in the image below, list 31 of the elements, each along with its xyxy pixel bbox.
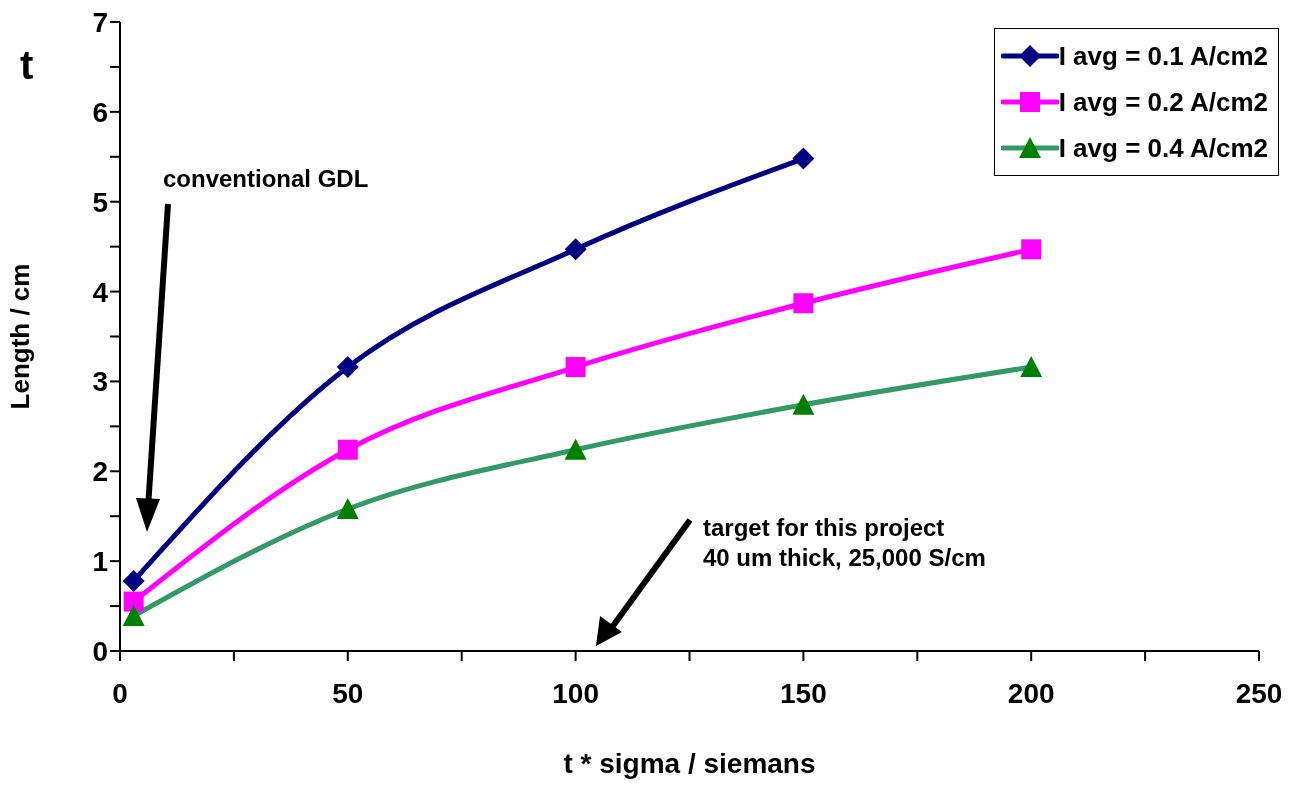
y-tick-label: 4 (92, 276, 109, 308)
y-tick-label: 0 (92, 635, 108, 667)
x-axis-title: t * sigma / siemans (563, 748, 816, 779)
point (792, 147, 815, 170)
text: t (20, 42, 34, 89)
y-tick-label: 5 (92, 186, 108, 218)
y-tick-label: 1 (92, 546, 108, 578)
x-tick-label: 200 (1007, 677, 1055, 709)
point (565, 357, 586, 378)
point (564, 238, 587, 261)
annotation: target for this project 40 um thick, 25,000 S/cm (703, 513, 986, 573)
y-tick-label: 3 (92, 366, 108, 398)
point (793, 293, 814, 314)
x-tick-label: 250 (1235, 677, 1283, 709)
y-axis-title: Length / cm (5, 263, 36, 410)
point (337, 439, 358, 460)
annotation: conventional GDL (163, 164, 369, 194)
x-tick-label: 0 (112, 677, 128, 709)
y-tick-label: 2 (92, 456, 108, 488)
point (123, 591, 144, 612)
x-tick-label: 150 (780, 677, 827, 709)
x-tick-label: 50 (332, 677, 364, 709)
point (122, 569, 145, 592)
point (336, 356, 359, 379)
legend-label: I avg = 0.1 A/cm2 (1058, 40, 1268, 72)
legend-label: I avg = 0.2 A/cm2 (1058, 86, 1268, 118)
legend-label: I avg = 0.4 A/cm2 (1058, 132, 1268, 164)
y-tick-label: 7 (92, 6, 108, 38)
point (1021, 239, 1042, 260)
y-tick-label: 6 (92, 96, 108, 128)
x-tick-label: 100 (552, 677, 599, 709)
